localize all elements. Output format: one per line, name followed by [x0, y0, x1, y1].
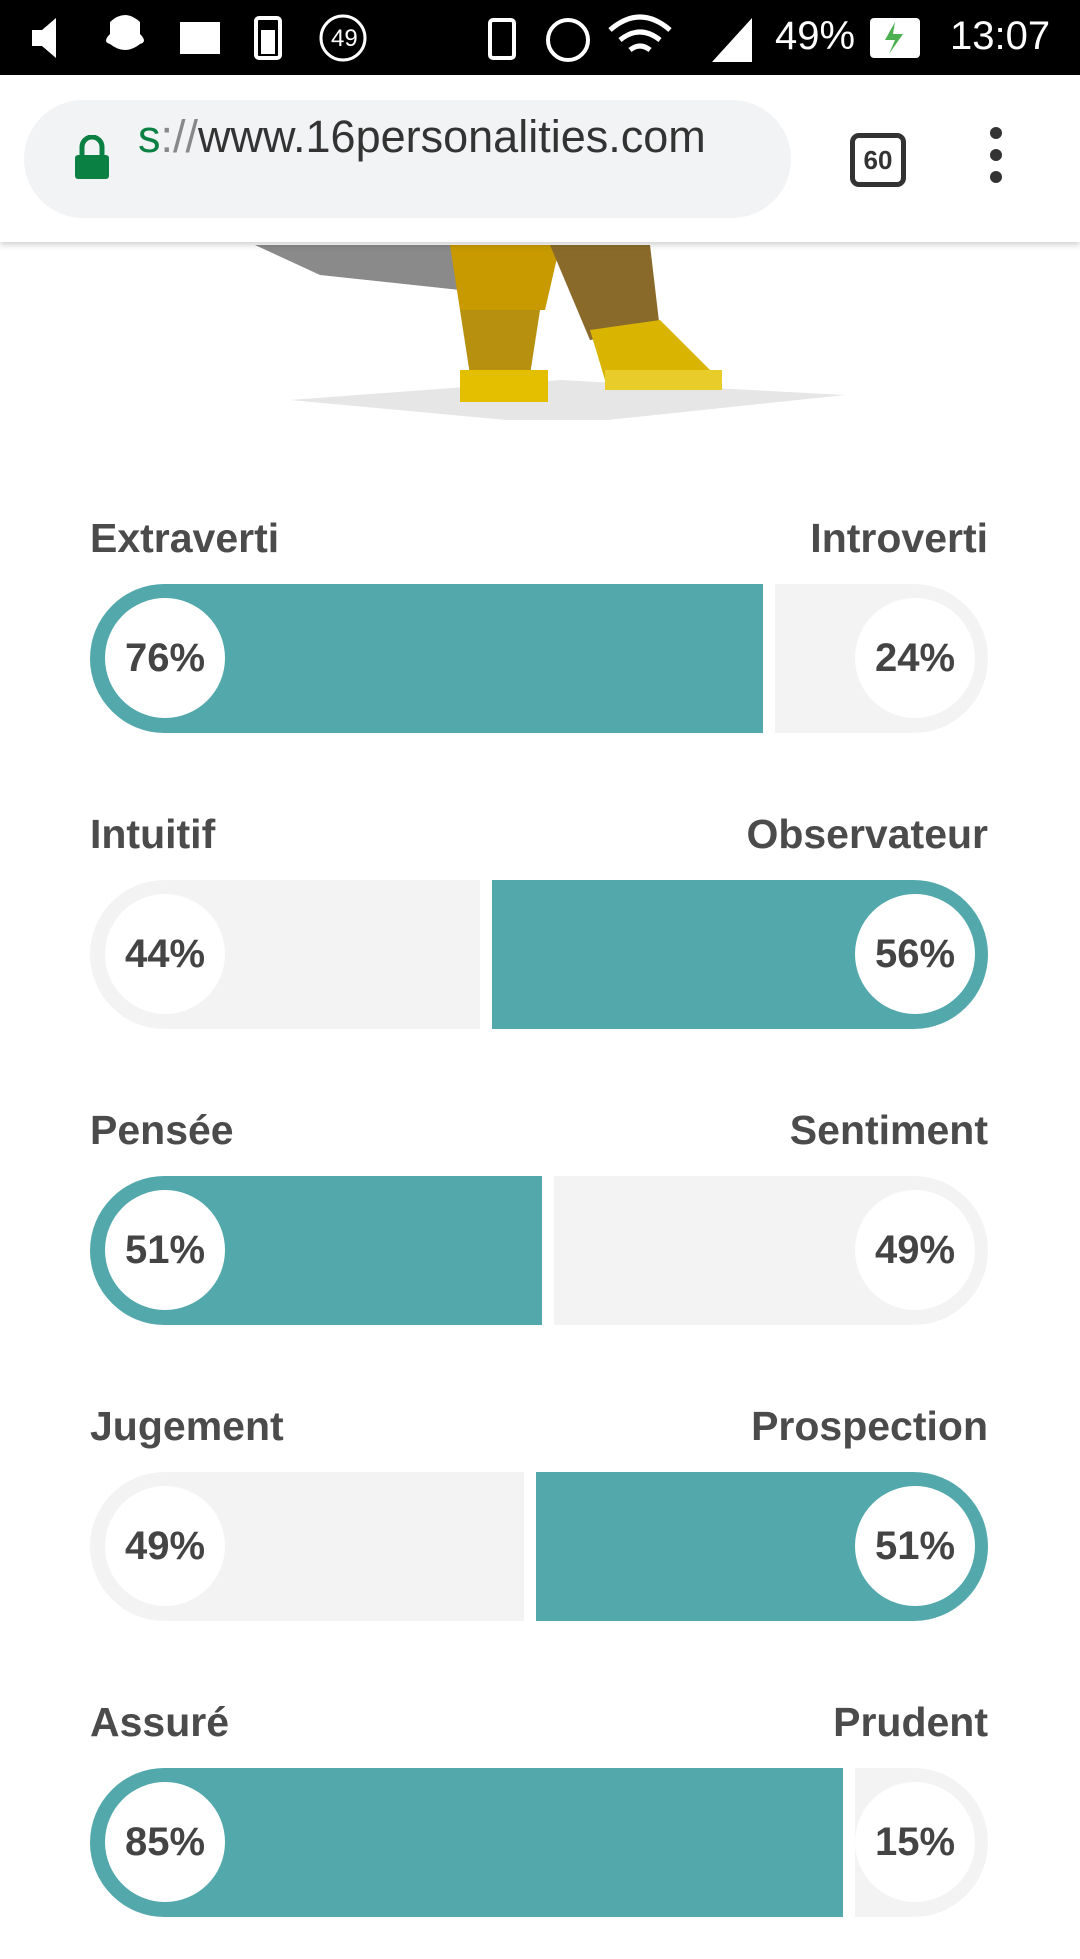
- right-label: Sentiment: [789, 1107, 988, 1153]
- tab-count[interactable]: 60: [850, 133, 906, 187]
- trait-row: Extraverti Introverti 76% 24%: [0, 515, 1080, 775]
- right-bar: 15%: [854, 1768, 988, 1917]
- left-bar: 44%: [90, 880, 480, 1029]
- left-label: Pensée: [90, 1107, 234, 1153]
- trait-row: Jugement Prospection 49% 51%: [0, 1403, 1080, 1663]
- address-bar[interactable]: [24, 100, 791, 218]
- right-percent: 24%: [854, 598, 975, 718]
- left-percent: 51%: [105, 1190, 225, 1310]
- left-bar: 76%: [90, 584, 764, 733]
- menu-button[interactable]: [986, 125, 1006, 185]
- url-scheme: s: [138, 111, 161, 162]
- left-percent: 76%: [105, 598, 225, 718]
- left-label: Assuré: [90, 1699, 230, 1745]
- right-bar: 51%: [536, 1472, 988, 1621]
- right-label: Prudent: [833, 1699, 988, 1745]
- left-label: Intuitif: [90, 811, 216, 857]
- right-percent: 49%: [854, 1190, 975, 1310]
- url-separator: ://: [160, 111, 199, 162]
- battery-text: 49%: [775, 14, 856, 58]
- url-host: www.16personalities.com: [198, 111, 706, 162]
- left-percent: 44%: [105, 894, 225, 1014]
- illustration: [255, 245, 845, 420]
- right-label: Observateur: [746, 811, 988, 857]
- right-bar: 49%: [553, 1176, 988, 1325]
- right-percent: 56%: [854, 894, 975, 1014]
- left-label: Jugement: [90, 1403, 284, 1449]
- trait-row: Intuitif Observateur 44% 56%: [0, 811, 1080, 1071]
- status-bar: 49 49% 13:07: [0, 0, 1080, 75]
- right-bar: 24%: [775, 584, 988, 733]
- lock-icon: [75, 135, 109, 179]
- right-label: Prospection: [751, 1403, 988, 1449]
- left-bar: 51%: [90, 1176, 542, 1325]
- left-bar: 49%: [90, 1472, 525, 1621]
- right-percent: 15%: [854, 1782, 975, 1902]
- browser-toolbar: s://www.16personalities.com 60: [0, 75, 1080, 242]
- status-icons: [32, 14, 920, 62]
- right-label: Introverti: [810, 515, 988, 561]
- clock: 13:07: [950, 14, 1051, 58]
- url[interactable]: s://www.16personalities.com: [138, 111, 706, 163]
- left-label: Extraverti: [90, 515, 280, 561]
- right-percent: 51%: [854, 1486, 975, 1606]
- left-percent: 49%: [105, 1486, 225, 1606]
- notification-count: 49: [331, 25, 358, 52]
- trait-row: Assuré Prudent 85% 15%: [0, 1699, 1080, 1959]
- right-bar: 56%: [491, 880, 988, 1029]
- left-bar: 85%: [90, 1768, 844, 1917]
- left-percent: 85%: [105, 1782, 225, 1902]
- trait-row: Pensée Sentiment 51% 49%: [0, 1107, 1080, 1367]
